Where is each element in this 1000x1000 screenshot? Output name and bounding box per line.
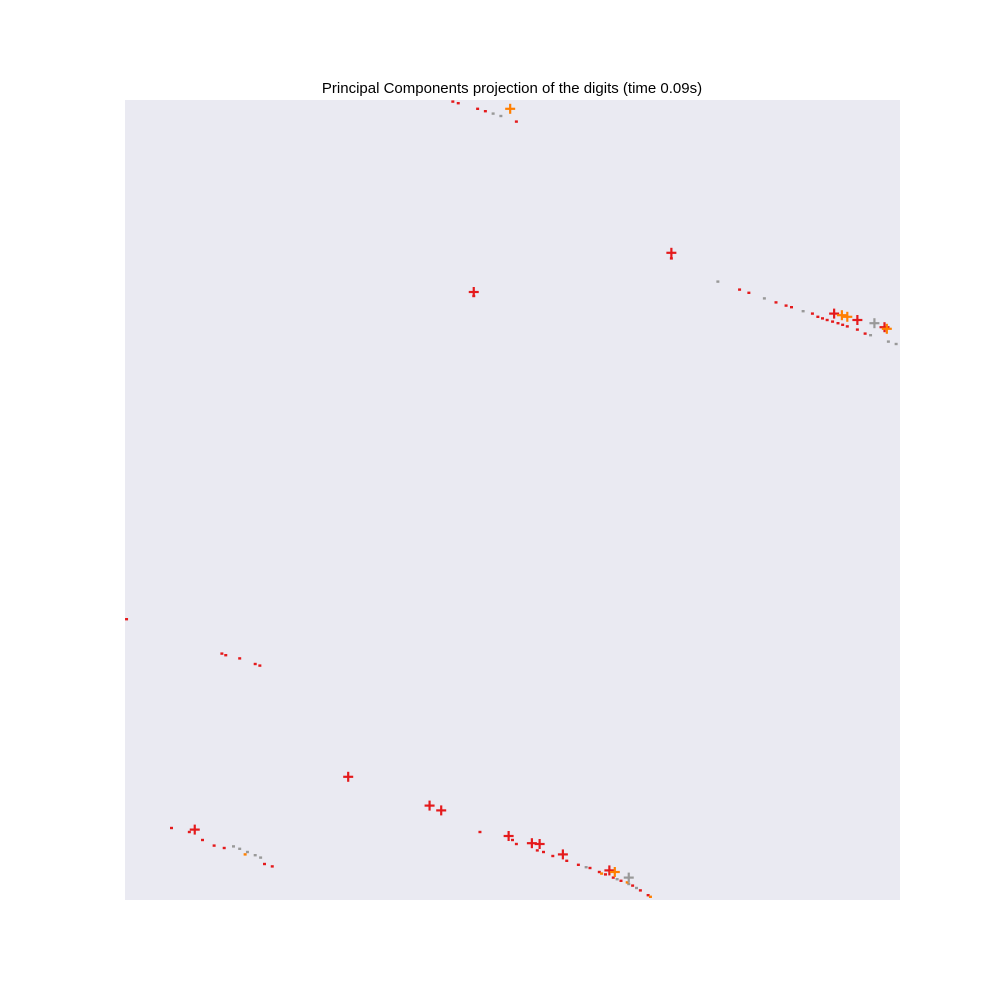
- dot-marker-red: [476, 107, 480, 110]
- plus-marker-red: [557, 849, 568, 860]
- dot-marker-red: [565, 859, 569, 862]
- dot-marker-red: [451, 100, 455, 103]
- dot-marker-red: [483, 110, 487, 113]
- dot-marker-gray: [259, 856, 263, 859]
- dot-marker-red: [514, 842, 518, 846]
- dot-marker-red: [790, 306, 793, 309]
- plus-marker-red: [424, 800, 435, 811]
- dot-marker-red: [511, 838, 514, 842]
- dot-marker-red: [747, 291, 751, 294]
- dot-marker-red: [646, 894, 650, 897]
- dot-marker-red: [638, 889, 642, 892]
- dot-marker-gray: [762, 297, 766, 300]
- dot-marker-red: [821, 317, 824, 320]
- plus-marker-orange: [505, 103, 516, 114]
- dot-marker-red: [514, 120, 518, 123]
- dot-marker-red: [845, 325, 849, 328]
- dot-marker-red: [774, 301, 778, 304]
- dot-marker-gray: [253, 854, 257, 857]
- dot-marker-red: [456, 102, 460, 105]
- dot-marker-orange: [625, 881, 629, 884]
- dot-marker-orange: [648, 895, 652, 898]
- plus-marker-red: [534, 839, 545, 849]
- plus-marker-red: [468, 287, 479, 297]
- dot-marker-red: [253, 662, 257, 666]
- dot-marker-gray: [635, 886, 638, 890]
- plus-marker-red: [503, 831, 514, 841]
- scatter-points: [125, 100, 898, 898]
- dot-marker-gray: [627, 882, 631, 886]
- dot-marker-red: [841, 323, 845, 326]
- plus-marker-red: [666, 247, 677, 258]
- dot-marker-gray: [499, 114, 503, 118]
- dot-marker-red: [224, 654, 228, 657]
- dot-marker-gray: [615, 878, 619, 881]
- dot-marker-red: [863, 332, 867, 335]
- dot-marker-red: [542, 850, 545, 854]
- dot-marker-orange: [600, 872, 604, 875]
- plus-marker-gray: [869, 318, 880, 329]
- dot-marker-red: [631, 884, 635, 887]
- dot-marker-red: [576, 863, 580, 866]
- dot-marker-red: [258, 664, 262, 667]
- dot-marker-red: [187, 830, 191, 834]
- dot-marker-red: [855, 328, 859, 331]
- plus-marker-red: [829, 308, 840, 319]
- dot-marker-red: [810, 312, 814, 315]
- dot-marker-red: [222, 846, 226, 850]
- dot-marker-gray: [869, 334, 873, 337]
- plus-marker-gray: [623, 872, 634, 883]
- dot-marker-gray: [232, 845, 235, 848]
- dot-marker-gray: [894, 342, 898, 346]
- dot-marker-red: [604, 873, 607, 876]
- dot-marker-gray: [584, 866, 588, 869]
- plus-marker-orange: [836, 310, 847, 321]
- dot-marker-red: [588, 866, 592, 870]
- dot-marker-red: [551, 854, 555, 858]
- dot-marker-red: [220, 652, 224, 655]
- dot-marker-red: [170, 826, 173, 830]
- dot-marker-gray: [245, 850, 249, 854]
- dot-marker-red: [212, 844, 216, 847]
- plus-marker-orange: [609, 867, 620, 877]
- dot-marker-orange: [243, 853, 247, 856]
- dot-marker-red: [836, 322, 840, 325]
- dot-marker-red: [784, 304, 788, 307]
- plus-marker-red: [436, 805, 447, 816]
- dot-marker-red: [535, 849, 539, 852]
- plus-marker-orange: [842, 311, 853, 322]
- dot-marker-red: [669, 257, 673, 260]
- dot-marker-red: [270, 865, 274, 868]
- plus-marker-red: [852, 315, 863, 325]
- dot-marker-gray: [886, 340, 890, 343]
- dot-marker-red: [201, 838, 204, 842]
- dot-marker-gray: [491, 112, 495, 115]
- dot-marker-red: [611, 876, 615, 879]
- dot-marker-gray: [801, 310, 805, 313]
- plus-marker-red: [189, 824, 200, 835]
- dot-marker-red: [478, 830, 482, 834]
- dot-marker-gray: [238, 847, 242, 850]
- dot-marker-red: [816, 315, 820, 318]
- chart-title: Principal Components projection of the d…: [322, 80, 702, 97]
- dot-marker-red: [619, 879, 623, 882]
- dot-marker-red: [125, 618, 129, 621]
- plus-marker-red: [604, 865, 615, 876]
- dot-marker-red: [597, 870, 601, 874]
- dot-marker-red: [263, 862, 266, 866]
- dot-marker-gray: [716, 280, 720, 283]
- plus-marker-orange: [881, 323, 892, 334]
- plus-marker-red: [343, 771, 354, 782]
- dot-marker-red: [238, 657, 242, 660]
- dot-marker-red: [738, 288, 742, 291]
- dot-marker-red: [831, 320, 835, 323]
- plot-area: [125, 100, 900, 900]
- dot-marker-red: [825, 318, 829, 322]
